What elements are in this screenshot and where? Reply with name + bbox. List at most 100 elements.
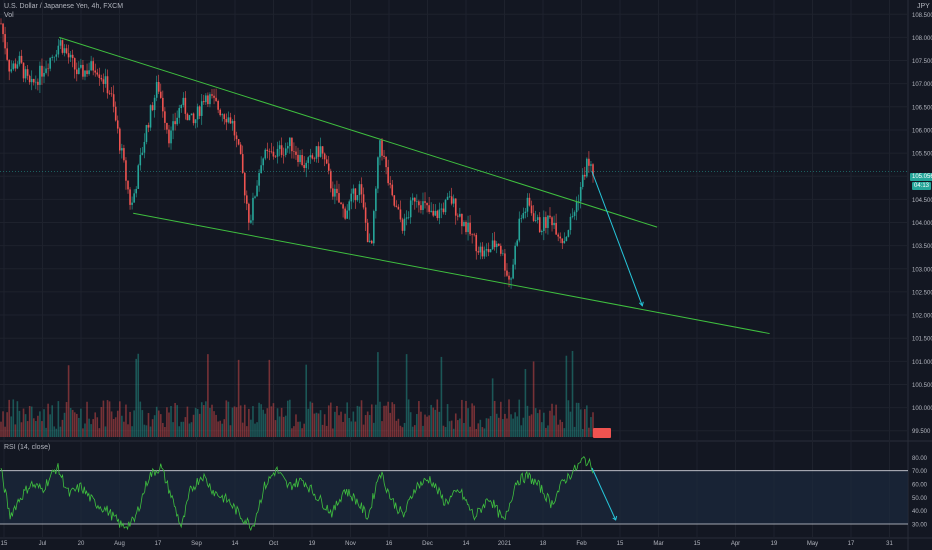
volume-bar	[178, 426, 181, 437]
candle-body	[276, 148, 279, 157]
candle-body	[325, 159, 328, 164]
volume-bar	[413, 425, 416, 437]
volume-bar	[192, 414, 195, 437]
volume-bar	[393, 404, 396, 437]
candle-body	[391, 184, 394, 196]
candle-body	[579, 186, 582, 202]
candle-body	[307, 157, 310, 163]
channel-lower-trendline[interactable]	[133, 212, 770, 335]
candle-body	[448, 196, 451, 197]
candle-body	[346, 210, 348, 219]
time-tick-label: May	[807, 541, 818, 547]
volume-bar	[579, 409, 582, 437]
volume-bar	[332, 428, 334, 437]
volume-bar	[497, 417, 500, 437]
channel-upper-trendline[interactable]	[59, 36, 658, 228]
candle-body	[151, 105, 154, 111]
volume-bar	[125, 404, 127, 437]
candle-body	[469, 222, 471, 235]
volume-bar	[155, 406, 158, 437]
volume-bar	[514, 412, 516, 437]
volume-bar	[543, 412, 545, 437]
volume-bar	[373, 422, 375, 437]
volume-bar	[270, 406, 273, 437]
volume-bar	[334, 411, 336, 437]
candle-body	[467, 222, 469, 233]
candle-body	[553, 222, 555, 226]
volume-bar	[112, 418, 115, 437]
volume-bar	[473, 405, 475, 437]
price-tick-label: 101.000	[912, 360, 932, 366]
volume-bar	[506, 418, 508, 437]
candle-body	[360, 184, 363, 195]
volume-bar	[442, 425, 445, 437]
volume-bar	[211, 404, 213, 437]
volume-bar	[209, 407, 211, 437]
volume-bar	[35, 420, 37, 437]
volume-bar	[549, 410, 551, 437]
volume-bar	[182, 421, 185, 437]
candle-body	[178, 108, 181, 118]
symbol-title: U.S. Dollar / Japanese Yen, 4h, FXCM	[4, 3, 124, 10]
candle-body	[108, 93, 111, 94]
volume-bar	[88, 418, 90, 437]
volume-bar	[432, 407, 435, 437]
volume-bar	[22, 408, 25, 437]
candle-body	[4, 34, 6, 49]
candle-body	[399, 209, 402, 220]
candle-body	[377, 157, 379, 189]
candle-body	[592, 164, 594, 176]
volume-bar	[362, 424, 365, 437]
volume-bar	[379, 401, 381, 437]
rsi-line	[0, 456, 594, 532]
volume-bar	[221, 423, 224, 437]
candle-body	[53, 56, 56, 58]
time-tick-label: Dec	[422, 541, 433, 547]
volume-bar	[540, 422, 543, 437]
volume-bar	[200, 402, 203, 437]
candle-body	[149, 105, 152, 128]
candle-body	[18, 55, 21, 65]
candle-body	[250, 220, 252, 223]
volume-bar	[94, 412, 97, 437]
volume-bar	[581, 428, 584, 437]
candle-body	[69, 54, 72, 58]
rsi-projection-arrow[interactable]	[591, 467, 617, 521]
volume-bar	[47, 403, 49, 437]
candle-body	[512, 264, 514, 279]
volume-bar	[207, 354, 209, 437]
candle-body	[20, 55, 23, 63]
projection-arrow[interactable]	[591, 171, 643, 306]
volume-bar	[100, 407, 103, 437]
chart-logo[interactable]	[593, 428, 611, 438]
volume-bar	[196, 409, 199, 437]
volume-bar	[575, 402, 578, 437]
candle-body	[483, 250, 486, 257]
candle-body	[457, 215, 459, 217]
candle-body	[323, 153, 326, 160]
candle-body	[387, 167, 389, 184]
candle-body	[313, 158, 316, 160]
candle-body	[426, 202, 428, 206]
volume-bar	[51, 405, 54, 437]
volume-bar	[502, 419, 504, 437]
volume-bar	[438, 411, 441, 437]
volume-bar	[346, 402, 348, 437]
candle-body	[321, 146, 324, 154]
volume-bar	[495, 413, 498, 437]
candle-body	[461, 213, 463, 227]
candle-body	[82, 64, 84, 77]
volume-bar	[368, 415, 371, 437]
volume-bar	[246, 426, 248, 437]
volume-bar	[389, 412, 392, 437]
candle-body	[428, 205, 430, 212]
rsi-tick-label: 50.00	[912, 496, 928, 502]
volume-bar	[354, 421, 357, 437]
candle-body	[368, 240, 371, 243]
candle-body	[45, 68, 47, 73]
volume-bar	[463, 422, 465, 437]
volume-bar	[401, 427, 404, 437]
candle-body	[159, 91, 162, 98]
volume-bar	[278, 416, 281, 437]
